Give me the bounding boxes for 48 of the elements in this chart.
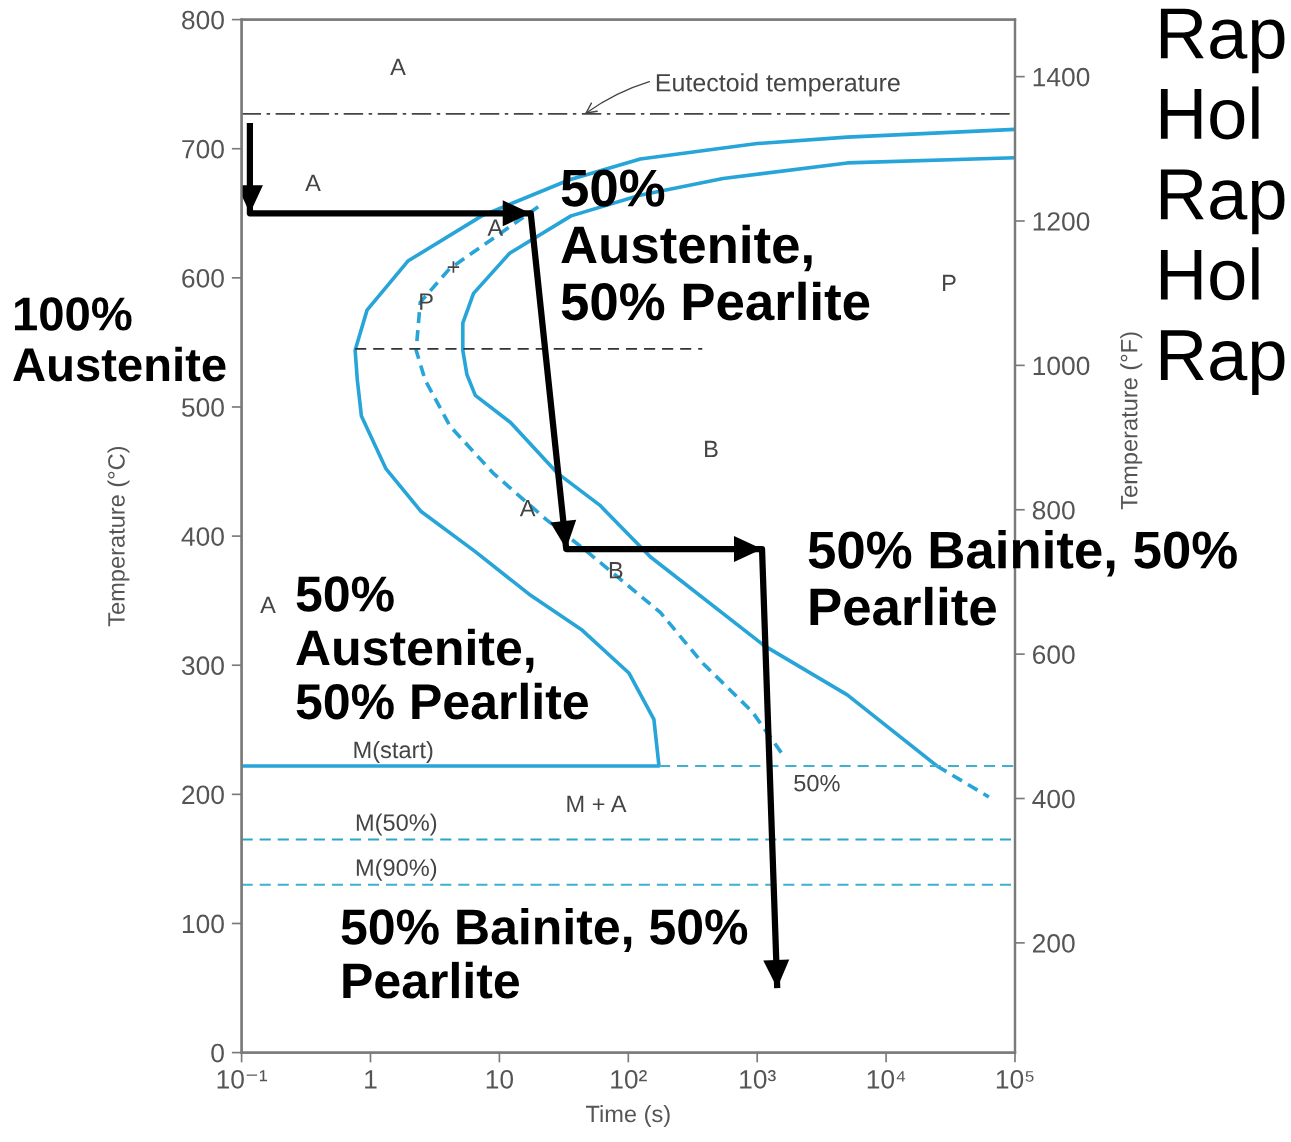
annotation: B [705,440,718,458]
annotation: 50% Bainite, 50% Pearlite [808,530,1237,626]
annotation: 50% Bainite, 50% Pearlite [341,908,748,999]
text: 100% Austenite [13,297,226,382]
y-tick-label: 600 [182,268,224,288]
series-label: 50% [794,774,840,792]
y2-axis-title: Temperature (°F) [1120,332,1143,510]
annotation: Eutectoid temperature [656,73,900,97]
annotation: B [609,562,623,579]
annotation: M + A [567,795,627,813]
x-axis-title: Time (s) [586,1104,670,1127]
ref-line-label: M(90%) [356,858,437,881]
annotation: M(start) [354,740,433,763]
y2-tick-label: 1000 [1033,356,1090,376]
annotation: A [390,58,406,76]
annotation: + [447,261,460,273]
x-tick-label: 10 [486,1069,514,1089]
y2-tick-label: 400 [1032,789,1075,809]
y-tick-label: 400 [181,527,224,546]
y-tick-label: 100 [182,914,224,934]
annotation: P [420,293,433,310]
annotation: A [519,500,536,517]
y-tick-label: 800 [182,10,224,30]
text: Rap Hol Rap Hol Rap [1160,8,1285,395]
y2-tick-label: 1200 [1033,212,1090,231]
x-tick-label: 10⁵ [996,1069,1034,1089]
y-tick-label: 200 [182,785,224,805]
y-tick-label: 500 [181,398,224,417]
y2-tick-label: 1400 [1033,67,1090,87]
ref-line-label: M(50%) [356,813,437,836]
x-tick-label: 10⁻¹ [217,1069,268,1089]
x-tick-label: 10⁴ [867,1069,906,1089]
annotation: P [943,274,956,292]
x-tick-label: 10³ [740,1069,776,1089]
annotation: A [305,174,321,192]
x-tick-label: 1 [365,1070,377,1089]
annotation: 50% Austenite, 50% Pearlite [561,169,870,321]
y2-tick-label: 600 [1033,645,1075,664]
y-axis-title: Temperature (°C) [107,446,130,627]
annotation: 50% Austenite, 50% Pearlite [296,576,588,720]
y-tick-label: 300 [181,656,224,676]
x-tick-label: 10² [611,1069,647,1089]
annotation: A [260,596,276,614]
y2-tick-label: 200 [1032,934,1075,953]
y-tick-label: 700 [182,139,224,159]
y-tick-label: 0 [211,1043,224,1063]
y2-tick-label: 800 [1032,500,1075,520]
annotation: A [487,219,504,236]
